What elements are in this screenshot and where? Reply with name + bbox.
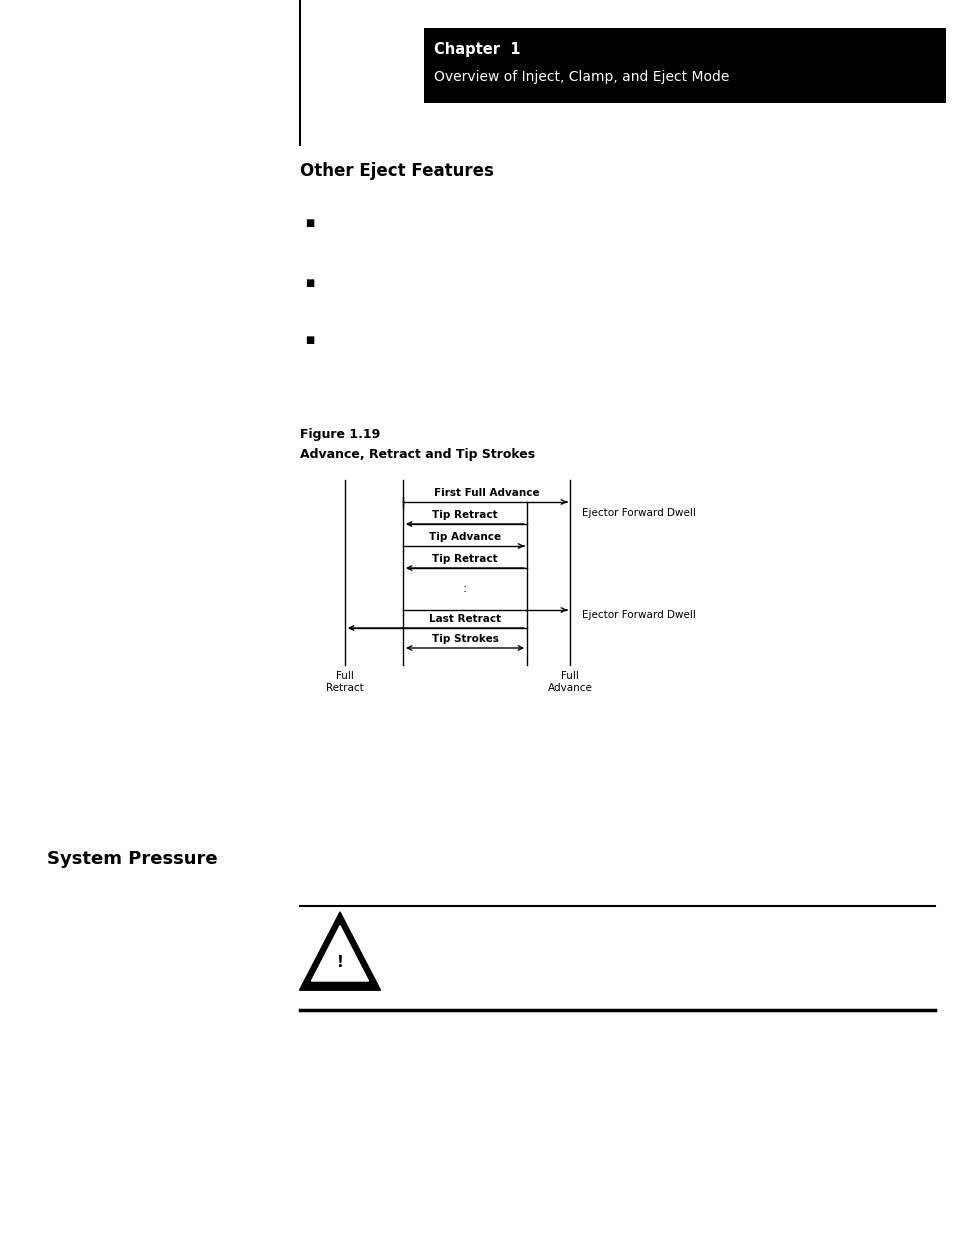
Text: !: !	[336, 955, 343, 971]
Text: Tip Advance: Tip Advance	[429, 532, 500, 542]
Text: :: :	[462, 582, 467, 594]
Text: Ejector Forward Dwell: Ejector Forward Dwell	[581, 508, 695, 517]
Text: ■: ■	[305, 219, 314, 228]
Text: Other Eject Features: Other Eject Features	[299, 162, 494, 180]
Bar	[423, 28, 945, 103]
Polygon shape	[299, 911, 380, 990]
Text: Last Retract: Last Retract	[429, 614, 500, 624]
Text: Tip Strokes: Tip Strokes	[431, 634, 497, 643]
Text: Figure 1.19: Figure 1.19	[299, 429, 380, 441]
Text: Advance, Retract and Tip Strokes: Advance, Retract and Tip Strokes	[299, 448, 535, 461]
Text: Full
Retract: Full Retract	[326, 671, 363, 693]
Text: Tip Retract: Tip Retract	[432, 510, 497, 520]
Text: First Full Advance: First Full Advance	[434, 488, 538, 498]
Text: ■: ■	[305, 278, 314, 288]
Text: Tip Retract: Tip Retract	[432, 555, 497, 564]
Text: ■: ■	[305, 335, 314, 345]
Text: Overview of Inject, Clamp, and Eject Mode: Overview of Inject, Clamp, and Eject Mod…	[434, 70, 729, 84]
Text: Full
Advance: Full Advance	[547, 671, 592, 693]
Polygon shape	[311, 926, 368, 981]
Text: System Pressure: System Pressure	[47, 850, 217, 868]
Text: Ejector Forward Dwell: Ejector Forward Dwell	[581, 610, 695, 620]
Text: Chapter  1: Chapter 1	[434, 42, 520, 57]
